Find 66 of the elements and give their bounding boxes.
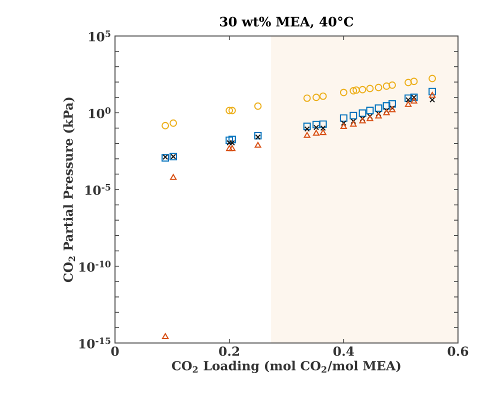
point (428, 88, 436, 96)
point (228, 145, 236, 152)
point (303, 94, 311, 102)
x-tick-label: 0.6 (448, 346, 468, 356)
point (388, 81, 396, 89)
point (319, 92, 327, 100)
point (428, 92, 436, 98)
point (410, 98, 418, 104)
point (382, 82, 390, 90)
point (358, 109, 366, 117)
x-tick-label: 0.4 (333, 346, 354, 356)
point (429, 97, 436, 103)
point (304, 132, 310, 138)
point (340, 88, 348, 96)
point (320, 129, 326, 136)
point (404, 101, 412, 107)
point (319, 120, 327, 128)
point (226, 140, 232, 146)
point (254, 132, 262, 140)
y-tick-label: 10$^{5}$ (89, 30, 110, 42)
point (404, 78, 412, 86)
point (366, 84, 374, 92)
point (226, 106, 234, 114)
point (228, 106, 236, 114)
chart-title: 30 wt% MEA, 40°C (220, 16, 354, 29)
y-axis-title: CO$_{2}$ Partial Pressure (kPa) (63, 98, 76, 282)
point (228, 136, 236, 144)
point (374, 84, 382, 92)
y-tick-label: 10$^{-10}$ (79, 260, 111, 272)
point (410, 78, 418, 86)
point (340, 123, 347, 130)
point (226, 145, 233, 152)
point (350, 87, 358, 95)
point (366, 106, 374, 114)
point (162, 122, 170, 130)
point (388, 100, 396, 108)
point (312, 94, 320, 102)
point (350, 118, 356, 124)
point (170, 119, 178, 127)
point (350, 120, 357, 127)
point (254, 102, 262, 110)
point (170, 174, 177, 180)
point (375, 112, 382, 119)
y-tick-label: 10$^{-15}$ (79, 338, 110, 348)
point (303, 122, 311, 130)
x-tick-label: 0.2 (219, 346, 240, 356)
point (312, 130, 320, 136)
point (376, 110, 382, 116)
point (352, 86, 360, 94)
point (382, 102, 390, 110)
x-axis-title: CO$_{2}$ Loading (mol CO$_{2}$/mol MEA) (172, 360, 400, 374)
point (374, 104, 382, 112)
point (162, 333, 169, 340)
point (226, 136, 234, 144)
point (350, 112, 358, 120)
point (428, 74, 436, 82)
y-tick-label: 10$^{0}$ (89, 107, 111, 118)
point (340, 120, 346, 126)
y-tick-label: 10$^{-5}$ (85, 184, 110, 195)
point (340, 114, 348, 122)
point (358, 86, 366, 94)
x-tick-label: 0 (111, 346, 119, 356)
point (304, 126, 310, 132)
point (229, 140, 235, 146)
point (254, 142, 262, 148)
point (255, 134, 261, 140)
